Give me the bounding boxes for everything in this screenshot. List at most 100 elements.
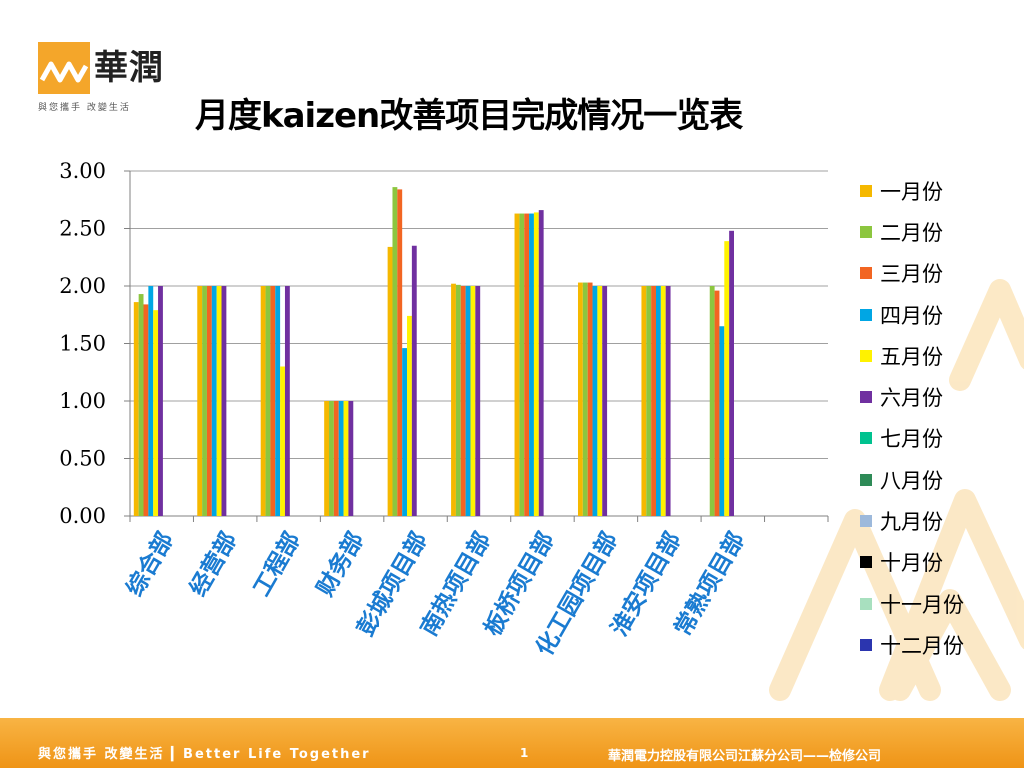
bar — [397, 189, 403, 516]
bar — [158, 286, 163, 516]
bar — [709, 286, 715, 516]
legend-label: 六月份 — [880, 386, 943, 411]
logo-name: 華潤 — [94, 48, 164, 88]
legend-item: 三月份 — [860, 253, 1020, 294]
bar — [348, 401, 354, 516]
bar — [660, 286, 666, 516]
legend-label: 十月份 — [880, 551, 943, 576]
bar — [392, 187, 398, 516]
legend-swatch — [860, 556, 872, 569]
bar — [582, 282, 588, 516]
bar — [577, 282, 583, 516]
y-tick-label: 2.00 — [59, 274, 106, 298]
legend-label: 十二月份 — [880, 633, 964, 658]
legend-swatch — [860, 308, 872, 321]
legend-swatch — [860, 432, 872, 445]
x-tick-label: 经营部 — [184, 528, 242, 601]
bar — [275, 286, 281, 516]
bar — [284, 286, 290, 516]
legend-swatch — [860, 515, 872, 528]
legend-swatch — [860, 349, 872, 362]
bar — [641, 286, 647, 516]
bar — [475, 286, 481, 516]
bar — [714, 290, 720, 516]
bar — [148, 286, 154, 516]
page-title: 月度kaizen改善项目完成情况一览表 — [195, 96, 743, 136]
y-tick-label: 3.00 — [59, 159, 106, 183]
bar — [729, 230, 734, 517]
bar — [407, 315, 412, 516]
bar — [460, 286, 466, 516]
legend-item: 十月份 — [860, 542, 1020, 583]
legend-swatch — [860, 597, 872, 610]
bar — [221, 286, 227, 516]
bar — [519, 213, 525, 517]
bar — [211, 286, 217, 516]
bar — [655, 286, 661, 516]
bar — [260, 286, 266, 516]
y-tick-label: 1.50 — [59, 332, 106, 356]
bar — [197, 286, 203, 516]
x-tick-label: 综合部 — [121, 528, 179, 601]
legend-label: 十一月份 — [880, 592, 964, 617]
bar — [333, 401, 339, 516]
bar — [270, 286, 276, 516]
bar — [597, 286, 603, 516]
bar — [338, 401, 344, 516]
legend-swatch — [860, 473, 872, 486]
bar — [202, 286, 207, 516]
bar — [665, 286, 671, 516]
legend-label: 二月份 — [880, 220, 943, 245]
y-tick-label: 0.00 — [59, 504, 106, 528]
legend-label: 八月份 — [880, 468, 943, 493]
bar — [465, 286, 471, 516]
legend-item: 六月份 — [860, 376, 1020, 417]
bar — [387, 246, 393, 516]
legend-item: 七月份 — [860, 418, 1020, 459]
logo-slogan: 與您攜手 改變生活 — [38, 103, 131, 113]
bar — [324, 401, 330, 516]
legend-item: 九月份 — [860, 500, 1020, 541]
bar — [133, 302, 139, 516]
footer-slogan: 與您攜手 改變生活 ▎Better Life Together — [38, 747, 371, 762]
footer-bar: 與您攜手 改變生活 ▎Better Life Together 1 華潤電力控股… — [0, 718, 1024, 768]
bar — [343, 401, 349, 516]
x-tick-label: 工程部 — [248, 528, 306, 601]
legend-swatch — [860, 391, 872, 404]
bar — [402, 348, 408, 516]
legend-label: 四月份 — [880, 303, 943, 328]
bar — [455, 284, 461, 516]
legend-label: 一月份 — [880, 179, 943, 204]
bar — [411, 245, 417, 516]
legend-swatch — [860, 184, 872, 197]
bar — [587, 282, 593, 516]
chart-legend: 一月份 二月份 三月份 四月份 五月份 六月份 七月份 八月份 九月份 十月份 十一月份 十二月份 — [860, 170, 1020, 666]
bar — [206, 286, 212, 516]
legend-item: 八月份 — [860, 459, 1020, 500]
company-logo: 華潤 與您攜手 改變生活 — [38, 42, 168, 117]
legend-item: 一月份 — [860, 170, 1020, 211]
bar — [329, 401, 334, 516]
bar — [538, 210, 544, 516]
bar — [651, 286, 656, 516]
page-number: 1 — [520, 746, 529, 760]
bar — [602, 286, 608, 516]
bar — [724, 241, 730, 516]
legend-swatch — [860, 267, 872, 280]
bar — [138, 294, 144, 516]
y-tick-label: 0.50 — [59, 447, 106, 471]
footer-company: 華潤電力控股有限公司江蘇分公司——检修公司 — [608, 749, 882, 764]
bar — [719, 326, 725, 516]
legend-item: 十二月份 — [860, 624, 1020, 665]
y-tick-label: 1.00 — [59, 389, 106, 413]
legend-label: 九月份 — [880, 510, 943, 535]
bar — [514, 213, 520, 517]
y-tick-label: 2.50 — [59, 217, 106, 241]
bar — [280, 366, 285, 516]
legend-item: 四月份 — [860, 294, 1020, 335]
legend-swatch — [860, 225, 872, 238]
legend-item: 二月份 — [860, 211, 1020, 252]
bar — [153, 310, 159, 516]
bar — [533, 212, 539, 516]
